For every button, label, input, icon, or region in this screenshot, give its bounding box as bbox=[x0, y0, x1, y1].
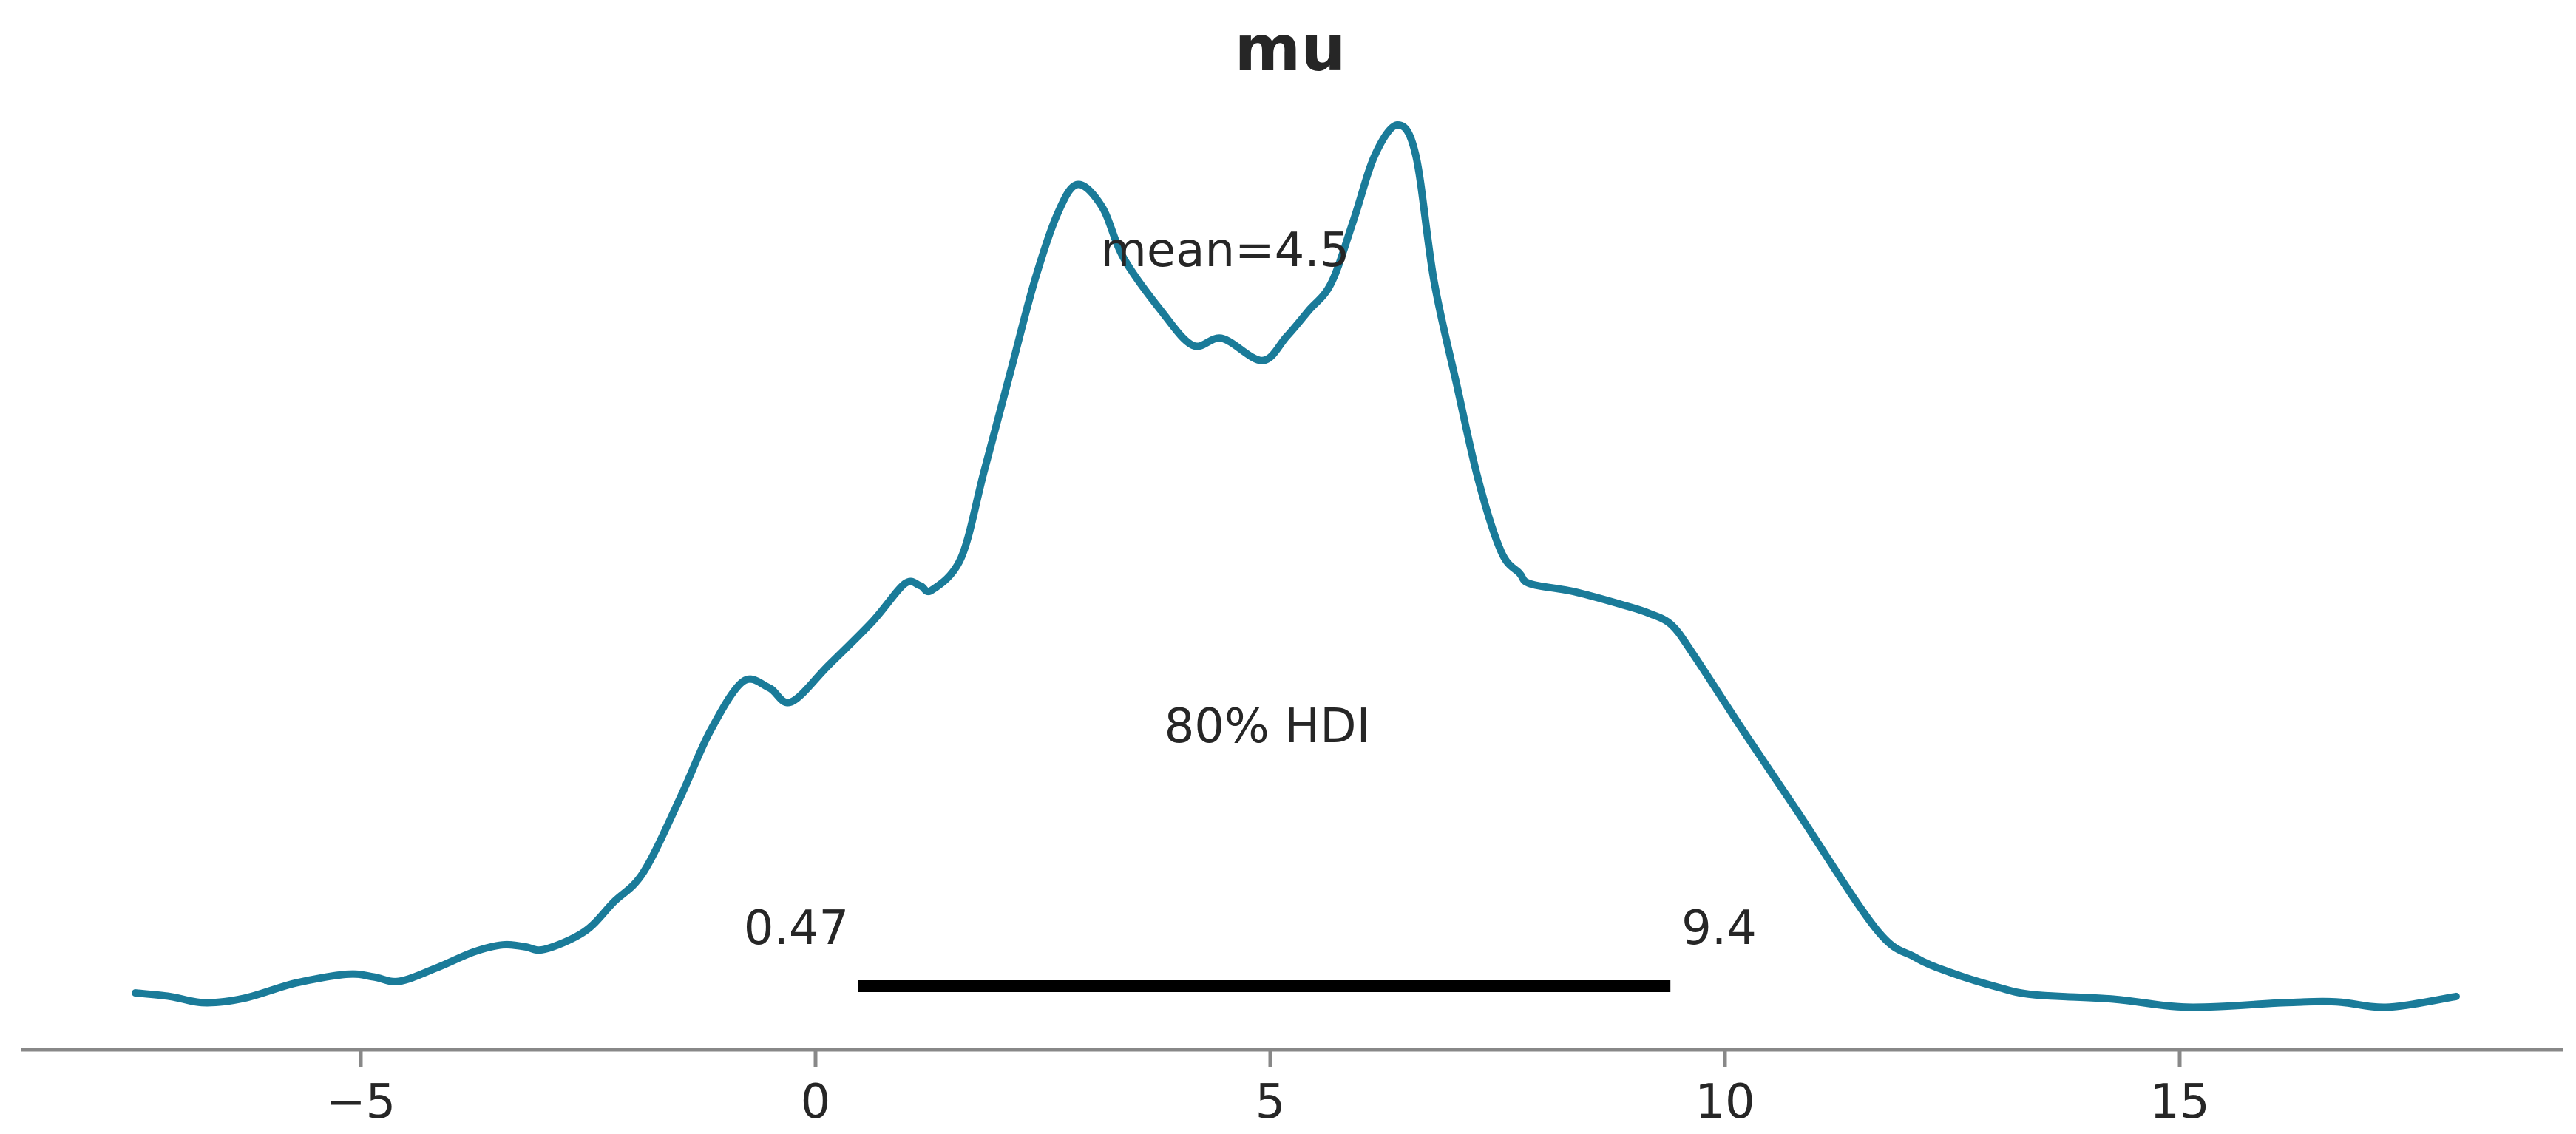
hdi-upper-value: 9.4 bbox=[1681, 901, 1757, 956]
x-tick-label: 10 bbox=[1695, 1075, 1755, 1130]
x-tick-label: 15 bbox=[2149, 1075, 2209, 1130]
kde-curve bbox=[132, 121, 2460, 1011]
x-axis-ticks: −5 0 5 10 15 bbox=[326, 1050, 2210, 1130]
x-tick-label: 5 bbox=[1255, 1075, 1286, 1130]
hdi-lower-value: 0.47 bbox=[744, 901, 850, 956]
hdi-label: 80% HDI bbox=[1165, 699, 1371, 754]
mean-annotation: mean=4.5 bbox=[1101, 223, 1350, 278]
x-tick-label: −5 bbox=[326, 1075, 396, 1130]
x-tick-label: 0 bbox=[801, 1075, 831, 1130]
plot-title: mu bbox=[1235, 12, 1346, 86]
